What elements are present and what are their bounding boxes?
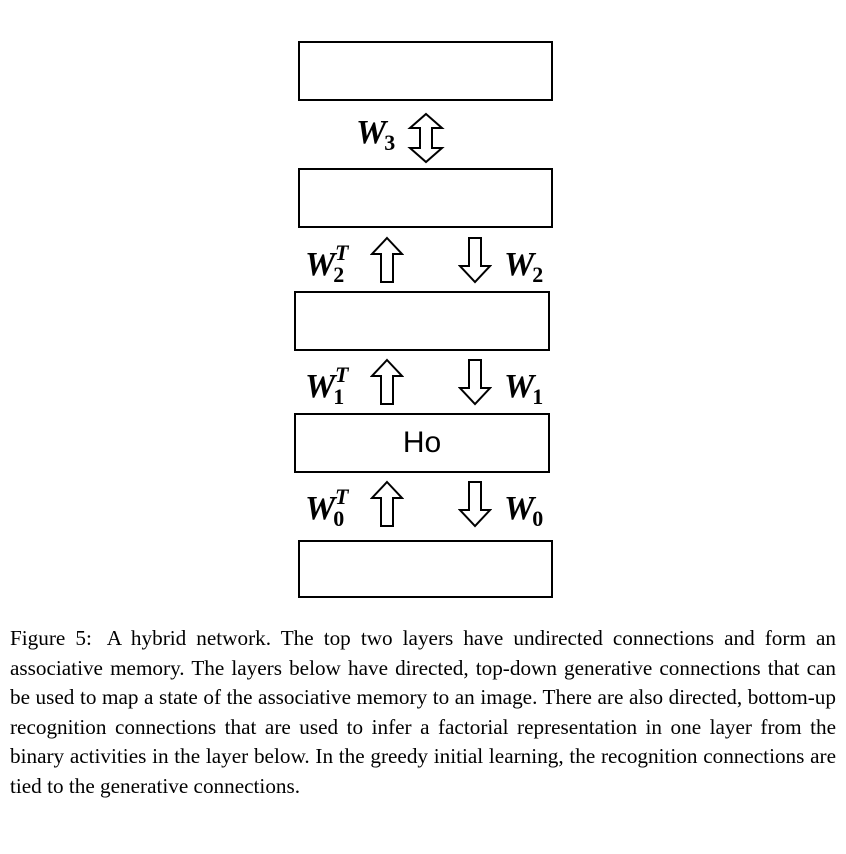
- layer-1-box: [294, 291, 550, 351]
- w0-base: W: [504, 490, 535, 527]
- w1-base: W: [504, 368, 535, 405]
- w0-sub: 0: [532, 506, 544, 531]
- up-arrow-icon: [370, 236, 404, 283]
- w1t-base: W: [305, 368, 336, 405]
- layer-h0-box: Ho: [294, 413, 550, 473]
- up-arrow-icon: [370, 358, 404, 405]
- up-arrow-icon: [370, 480, 404, 527]
- w2-label: W2: [504, 246, 543, 286]
- w1-label: W1: [504, 368, 543, 408]
- w3-label: W3: [356, 114, 395, 154]
- w1t-sup: T: [335, 362, 349, 387]
- w0t-base: W: [305, 490, 336, 527]
- w0t-sup: T: [335, 484, 349, 509]
- layer-h0-label: Ho: [402, 426, 442, 459]
- caption-label: Figure 5:: [10, 626, 92, 650]
- down-arrow-icon: [458, 481, 492, 528]
- w0-label: W0: [504, 490, 543, 530]
- w2t-sub: 2: [333, 262, 345, 287]
- w2-base: W: [504, 246, 535, 283]
- w3-sub: 3: [384, 130, 396, 155]
- layer-bottom-box: [298, 540, 553, 598]
- layer-top-box: [298, 41, 553, 101]
- w1t-sub: 1: [333, 384, 345, 409]
- layer-2-box: [298, 168, 553, 228]
- w3-base: W: [356, 114, 387, 151]
- down-arrow-icon: [458, 237, 492, 284]
- undirected-double-arrow-icon: [407, 112, 445, 164]
- w2t-sup: T: [335, 240, 349, 265]
- w1-sub: 1: [532, 384, 544, 409]
- figure-caption: Figure 5: A hybrid network. The top two …: [10, 624, 836, 801]
- w2-sub: 2: [532, 262, 544, 287]
- down-arrow-icon: [458, 359, 492, 406]
- w2t-base: W: [305, 246, 336, 283]
- caption-text: A hybrid network. The top two layers hav…: [10, 626, 836, 798]
- w0t-sub: 0: [333, 506, 345, 531]
